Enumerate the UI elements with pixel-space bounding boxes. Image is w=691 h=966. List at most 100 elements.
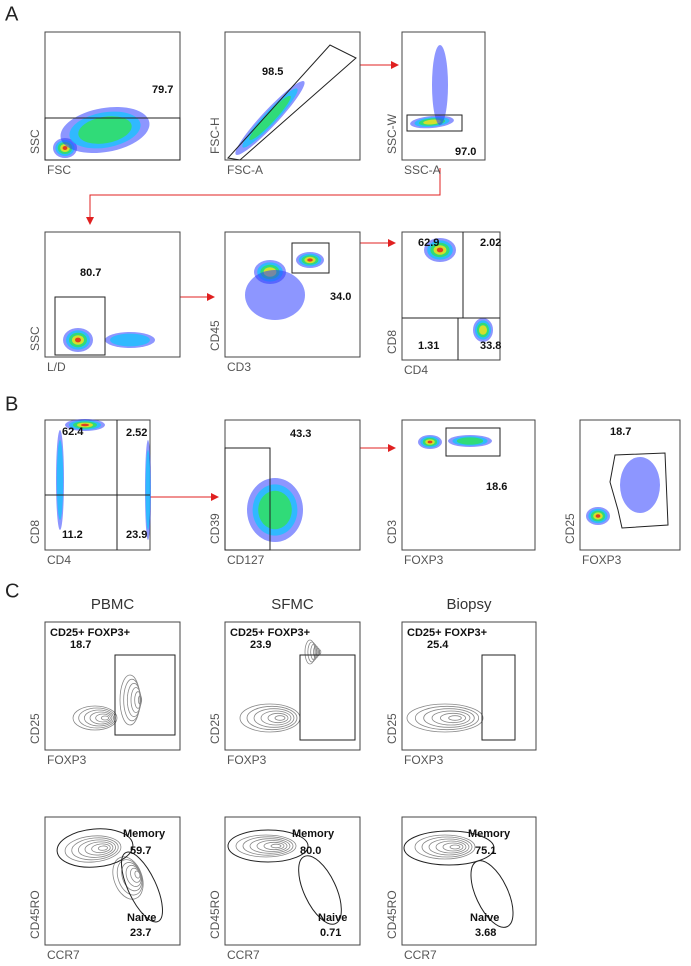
y-axis-label: FSC-H <box>208 117 222 154</box>
gate-value: 1.31 <box>418 340 439 352</box>
density <box>258 490 292 530</box>
plot: FSC-A FSC-H 98.5 <box>208 31 361 177</box>
plot: CD4 CD8 62.4 2.52 11.2 23.9 <box>28 419 151 567</box>
gate-value: 23.9 <box>250 639 271 651</box>
x-axis-label: SSC-A <box>404 163 441 177</box>
density <box>432 45 448 125</box>
contour <box>249 838 291 854</box>
contour <box>423 708 475 728</box>
gate-name: Memory <box>468 828 511 840</box>
y-axis-label: CD25 <box>28 713 42 744</box>
contour <box>83 709 115 727</box>
gate <box>54 296 106 356</box>
contour <box>137 695 143 705</box>
contour <box>270 843 282 849</box>
gate <box>299 654 356 741</box>
contour <box>406 703 484 733</box>
contour <box>260 710 292 726</box>
plot: FOXP3 CD3 18.6 <box>385 419 536 567</box>
density <box>56 440 64 520</box>
plot-title: SFMC <box>271 596 314 613</box>
y-axis-label: CD25 <box>208 713 222 744</box>
gate <box>298 855 342 925</box>
contour <box>91 843 111 854</box>
contour <box>256 840 288 852</box>
plot: CD4 CD8 62.9 2.02 1.31 33.8 <box>385 231 501 377</box>
plot: FOXP3 CD25 18.7 <box>563 419 681 567</box>
gate-value: 2.02 <box>480 237 501 249</box>
contour <box>448 715 462 721</box>
density <box>307 258 313 262</box>
gate <box>481 654 516 741</box>
gate-value: 97.0 <box>455 146 476 158</box>
contour <box>428 838 470 856</box>
gate-value: 62.9 <box>418 237 439 249</box>
gate-value: 11.2 <box>62 529 83 541</box>
density <box>249 95 291 141</box>
gate-name: Memory <box>292 828 335 840</box>
y-axis-label: SSC <box>28 326 42 351</box>
x-axis-label: FOXP3 <box>227 753 267 767</box>
y-axis-label: SSC <box>28 129 42 154</box>
x-axis-label: CD4 <box>404 363 428 377</box>
panel-label: A <box>5 3 19 25</box>
gate-value: 18.7 <box>70 639 91 651</box>
plot-title: Biopsy <box>446 596 492 613</box>
gate-value: 80.7 <box>80 267 101 279</box>
y-axis-label: CD25 <box>563 513 577 544</box>
gate <box>227 44 357 161</box>
gate-value: 0.71 <box>320 927 341 939</box>
y-axis-label: CD8 <box>28 520 42 544</box>
x-axis-label: CD3 <box>227 360 251 374</box>
contour <box>253 708 295 728</box>
gate-value: 2.52 <box>126 427 147 439</box>
arrow <box>86 168 441 225</box>
gate <box>121 851 163 923</box>
density <box>110 333 150 347</box>
contour <box>318 649 322 655</box>
density <box>145 450 151 530</box>
contour <box>414 834 476 860</box>
y-axis-label: CD8 <box>385 330 399 354</box>
contour <box>242 836 294 856</box>
plot-frame <box>224 621 361 751</box>
gate <box>227 829 309 863</box>
plot: CD127 CD39 43.3 <box>208 419 361 567</box>
contour <box>414 705 480 731</box>
panel-label: C <box>5 580 19 602</box>
gate <box>406 114 463 132</box>
plot: SFMC FOXP3 CD25 CD25+ FOXP3+23.9 <box>208 596 361 767</box>
y-axis-label: CD3 <box>385 520 399 544</box>
gate-value: 34.0 <box>330 291 351 303</box>
x-axis-label: CCR7 <box>404 948 437 962</box>
plot-frame <box>224 816 361 946</box>
x-axis-label: FOXP3 <box>47 753 87 767</box>
plot: CCR7 CD45RO Memory 59.7 Naive 23.7 <box>28 816 181 962</box>
plot: CCR7 CD45RO Memory 80.0 Naive 0.71 <box>208 816 361 962</box>
contour <box>84 841 114 856</box>
x-axis-label: L/D <box>47 360 66 374</box>
contour <box>310 643 318 661</box>
contour <box>267 712 289 724</box>
gate <box>44 117 181 161</box>
gate <box>291 242 330 274</box>
gate-value: 23.7 <box>130 927 151 939</box>
contour <box>304 639 316 665</box>
contour <box>72 705 118 731</box>
density <box>78 116 132 144</box>
contour <box>263 841 285 851</box>
density <box>436 247 444 253</box>
x-axis-label: CCR7 <box>227 948 260 962</box>
contour <box>246 705 298 731</box>
x-axis-label: CD4 <box>47 553 71 567</box>
gate-value: 98.5 <box>262 66 283 78</box>
contour <box>97 845 109 851</box>
density <box>62 146 68 150</box>
plot: L/D SSC 80.7 <box>28 231 181 374</box>
density <box>595 514 601 518</box>
density <box>81 423 89 427</box>
density <box>620 457 660 513</box>
gate <box>114 654 176 736</box>
gate-value: 25.4 <box>427 639 449 651</box>
contour <box>235 834 297 858</box>
